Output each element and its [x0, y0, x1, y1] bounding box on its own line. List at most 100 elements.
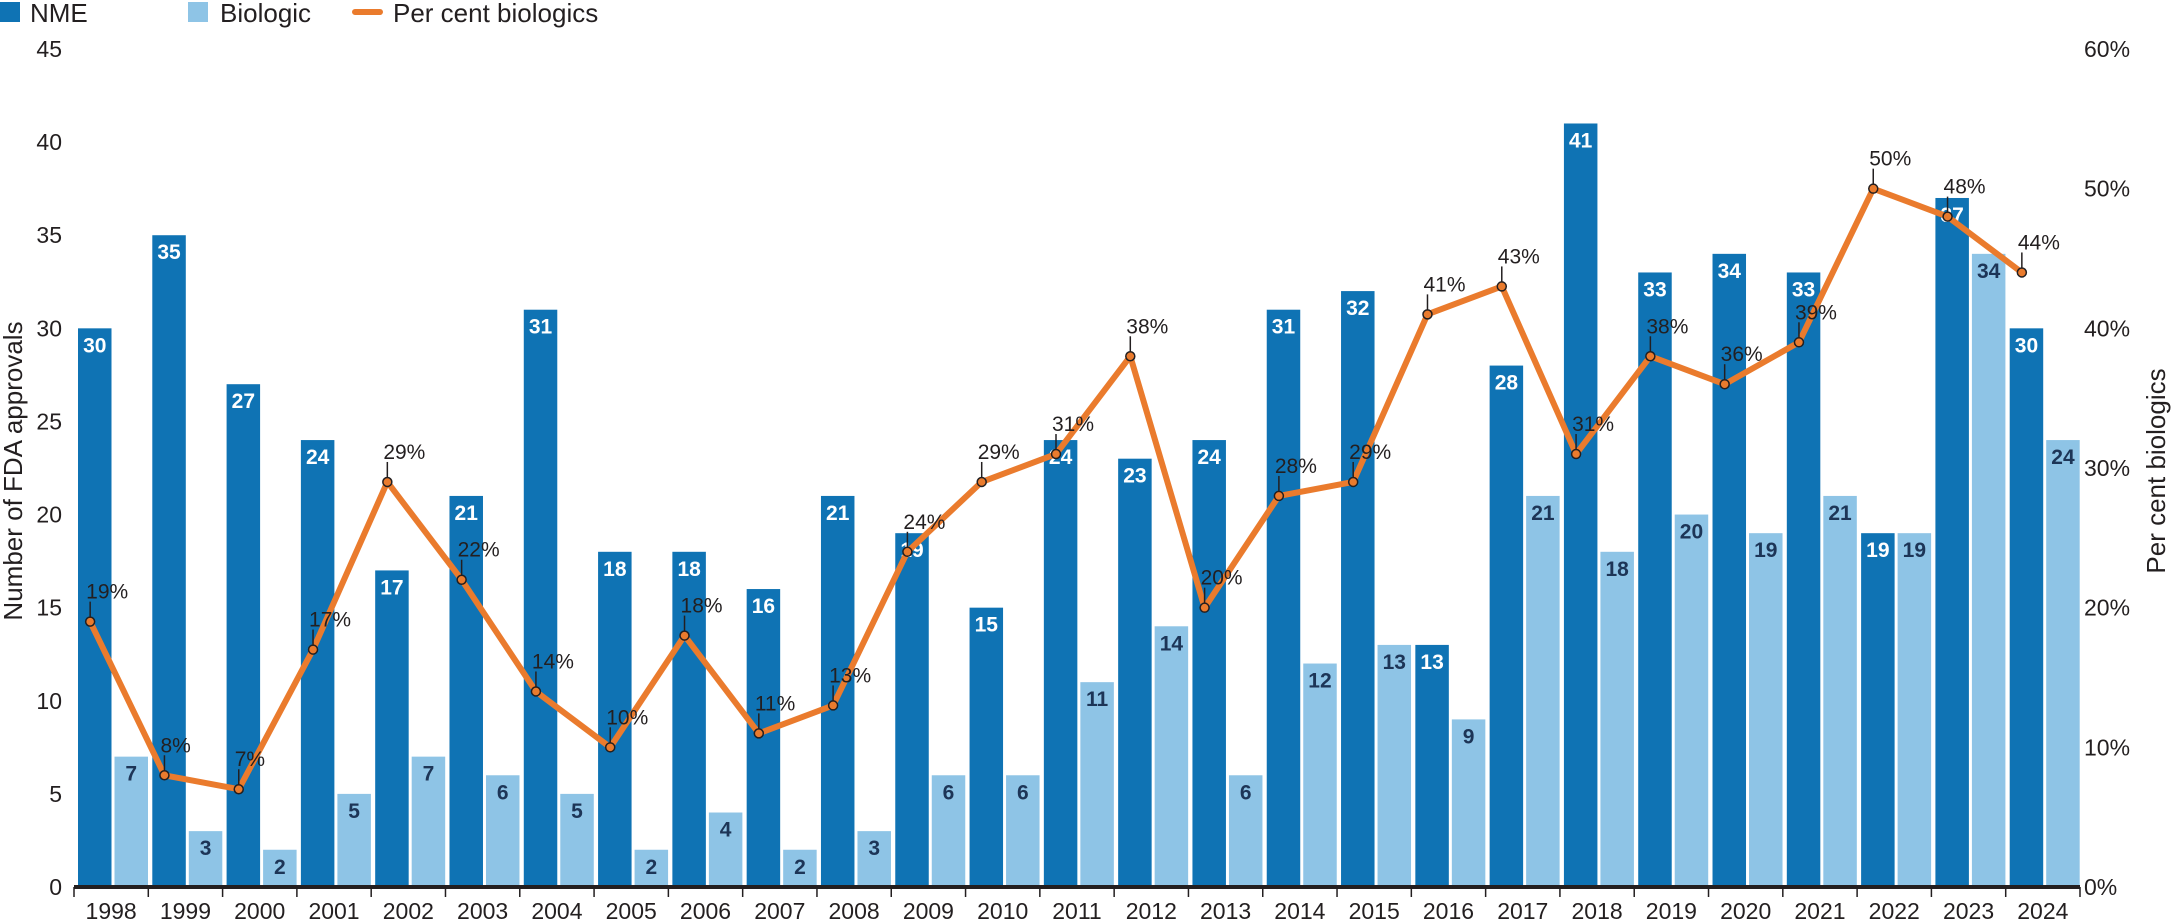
- bar-nme: [1786, 272, 1821, 887]
- percent-label: 18%: [681, 595, 723, 618]
- x-tick-label: 2021: [1794, 898, 1845, 923]
- x-tick-label: 2019: [1646, 898, 1697, 923]
- bar-nme: [1043, 440, 1078, 887]
- bar-biologic: [1154, 626, 1189, 887]
- bar-nme: [226, 384, 261, 887]
- y-axis-title: Number of FDA approvals: [0, 321, 28, 620]
- x-tick-label: 2017: [1497, 898, 1548, 923]
- percent-label: 7%: [235, 748, 265, 771]
- y-axis-ticks: 0 5 10 15 20 25 30 35 40 45: [36, 36, 62, 900]
- bar-biologic: [1006, 775, 1040, 887]
- bar-label-biologic: 14: [1160, 632, 1184, 655]
- bar-label-nme: 13: [1420, 651, 1443, 674]
- bar-label-biologic: 24: [2051, 446, 2075, 469]
- y2-tick-label: 40%: [2084, 315, 2130, 341]
- y-tick-label: 25: [36, 408, 62, 434]
- y2-tick-label: 20%: [2084, 595, 2130, 621]
- y-tick-label: 40: [36, 129, 62, 155]
- percent-point: [1942, 211, 1953, 222]
- percent-point: [307, 644, 319, 655]
- percent-point: [530, 686, 542, 697]
- bar-nme: [1489, 365, 1524, 888]
- percent-point: [1125, 351, 1136, 362]
- legend-swatch-nme: [0, 2, 20, 22]
- percent-label: 20%: [1201, 567, 1243, 590]
- bar-label-biologic: 3: [200, 837, 212, 860]
- bar-label-nme: 23: [1123, 465, 1146, 488]
- percent-label: 36%: [1721, 343, 1763, 366]
- bar-nme: [1563, 123, 1598, 887]
- x-tick-label: 2002: [383, 898, 434, 923]
- x-tick-label: 2003: [457, 898, 508, 923]
- bar-label-nme: 31: [1272, 316, 1296, 339]
- bar-nme: [1712, 253, 1747, 887]
- bar-label-biologic: 6: [943, 781, 955, 804]
- bar-label-biologic: 18: [1605, 558, 1629, 581]
- percent-point: [1719, 378, 1730, 390]
- y-tick-label: 5: [49, 781, 62, 807]
- x-tick-label: 2015: [1349, 898, 1400, 923]
- bar-label-biologic: 11: [1086, 688, 1109, 711]
- x-tick-label: 2001: [308, 898, 359, 923]
- bar-nme: [1415, 644, 1449, 887]
- bar-label-nme: 31: [529, 316, 553, 339]
- y-tick-label: 35: [36, 222, 62, 248]
- bar-biologic: [1377, 644, 1412, 887]
- percent-point: [902, 546, 913, 558]
- y2-tick-label: 50%: [2084, 176, 2130, 202]
- bar-nme: [78, 328, 112, 887]
- percent-point: [753, 728, 765, 739]
- bar-biologic: [485, 775, 520, 887]
- bar-label-nme: 34: [1718, 260, 1742, 283]
- bar-biologic: [263, 849, 297, 887]
- legend-label-percent: Per cent biologics: [393, 0, 598, 28]
- bar-biologic: [1971, 253, 2006, 887]
- bar-biologic: [1228, 775, 1263, 887]
- bar-biologic: [708, 812, 743, 887]
- percent-point: [1199, 602, 1210, 613]
- percent-point: [382, 476, 393, 488]
- bar-label-nme: 24: [1198, 446, 1222, 469]
- bar-label-biologic: 21: [1531, 502, 1555, 525]
- bar-nme: [1935, 197, 1969, 887]
- bar-label-nme: 30: [83, 334, 106, 357]
- y-tick-label: 45: [36, 36, 62, 62]
- x-tick-label: 2011: [1052, 898, 1101, 923]
- x-tick-label: 2007: [754, 898, 805, 923]
- bar-label-nme: 21: [826, 502, 850, 525]
- percent-label: 29%: [1349, 441, 1391, 464]
- percent-label: 22%: [458, 539, 500, 562]
- x-tick-label: 2004: [531, 898, 582, 923]
- bar-biologic: [114, 756, 148, 887]
- legend-swatch-biologic: [188, 2, 208, 22]
- percent-label: 31%: [1572, 413, 1614, 436]
- x-tick-label: 2022: [1869, 898, 1920, 923]
- percent-label: 13%: [829, 664, 871, 687]
- x-tick-label: 2020: [1720, 898, 1771, 923]
- percent-label: 39%: [1795, 301, 1837, 324]
- percent-label: 43%: [1498, 245, 1540, 268]
- x-tick-label: 2024: [2017, 898, 2068, 923]
- bar-label-nme: 32: [1346, 297, 1369, 320]
- x-tick-label: 2018: [1571, 898, 1622, 923]
- percent-point: [456, 574, 467, 585]
- bar-biologic: [1526, 495, 1560, 887]
- x-tick-label: 2008: [829, 898, 880, 923]
- percent-point: [827, 700, 839, 711]
- bar-label-nme: 33: [1792, 278, 1815, 301]
- bar-nme: [449, 495, 483, 887]
- percent-label: 41%: [1423, 273, 1465, 296]
- percent-label: 19%: [86, 581, 128, 604]
- bar-label-biologic: 2: [274, 856, 286, 879]
- bars: [78, 123, 2080, 888]
- legend-label-nme: NME: [30, 0, 88, 28]
- x-tick-label: 2014: [1274, 898, 1325, 923]
- bar-label-nme: 19: [1866, 539, 1889, 562]
- bar-nme: [1861, 533, 1895, 887]
- legend-label-biologic: Biologic: [220, 0, 311, 28]
- legend: NME Biologic Per cent biologics: [0, 0, 598, 28]
- bar-biologic: [1823, 495, 1857, 887]
- y2-tick-label: 0%: [2084, 874, 2117, 900]
- bar-biologic: [188, 831, 223, 887]
- percent-point: [976, 476, 987, 488]
